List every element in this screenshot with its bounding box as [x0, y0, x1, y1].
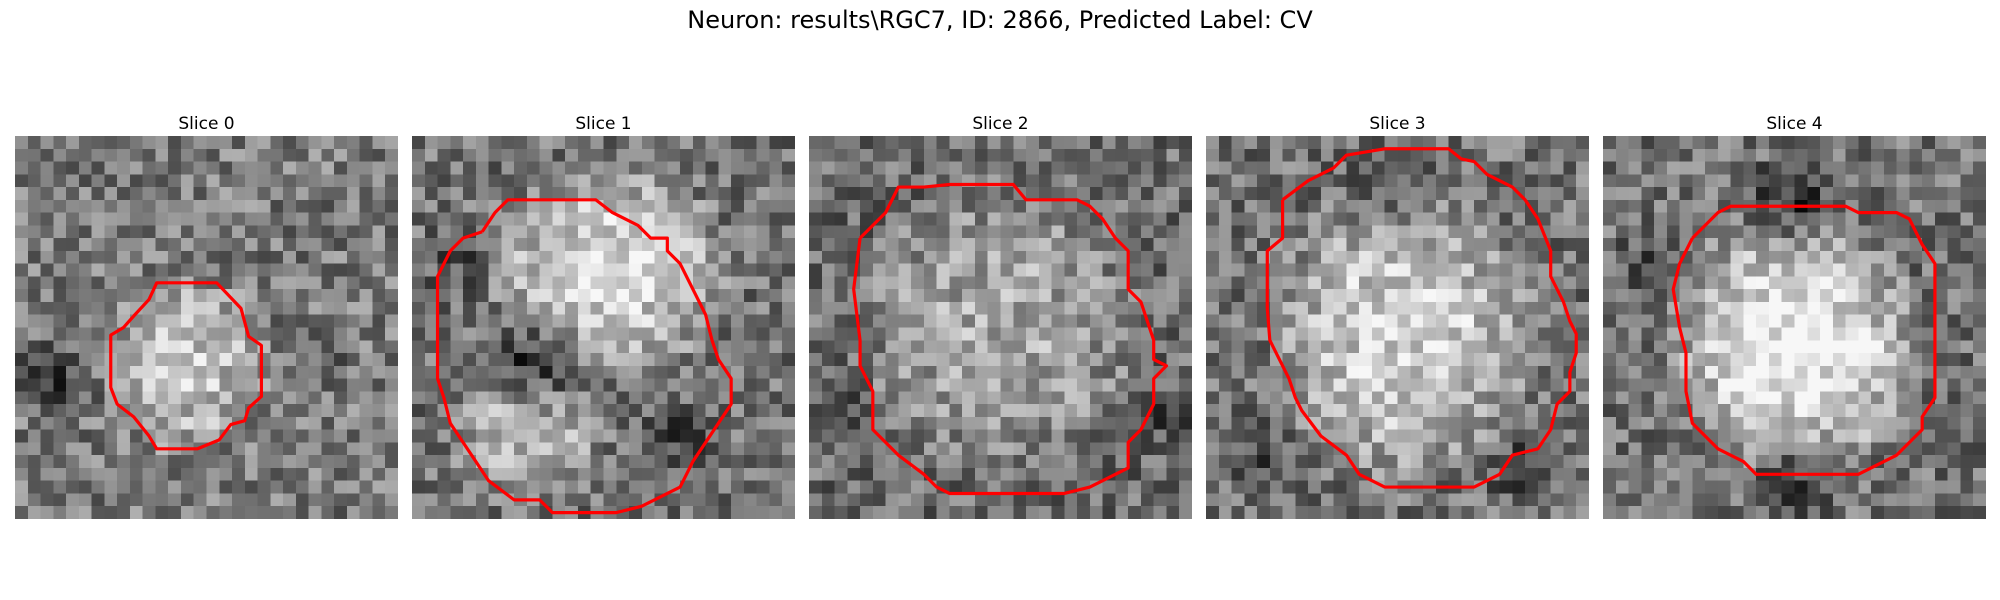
slice-panel-0: Slice 0	[15, 112, 398, 519]
slice-panel-1: Slice 1	[412, 112, 795, 519]
contour-outline	[852, 182, 1169, 496]
slice-title-1: Slice 1	[575, 114, 632, 134]
slice-image-1	[412, 136, 795, 519]
slice-panel-4: Slice 4	[1603, 112, 1986, 519]
contour-outline	[435, 198, 733, 515]
slice-title-0: Slice 0	[178, 114, 235, 134]
contour-outline	[1265, 147, 1578, 489]
slice-image-2	[809, 136, 1192, 519]
slice-panel-2: Slice 2	[809, 112, 1192, 519]
slice-title-2: Slice 2	[972, 114, 1029, 134]
slice-panel-3: Slice 3	[1206, 112, 1589, 519]
slice-image-4	[1603, 136, 1986, 519]
contour-outline	[1671, 204, 1937, 476]
figure-title: Neuron: results\RGC7, ID: 2866, Predicte…	[687, 6, 1313, 34]
slice-image-0	[15, 136, 398, 519]
slice-image-3	[1206, 136, 1589, 519]
slice-title-3: Slice 3	[1369, 114, 1426, 134]
contour-outline	[109, 281, 263, 451]
slice-title-4: Slice 4	[1766, 114, 1823, 134]
